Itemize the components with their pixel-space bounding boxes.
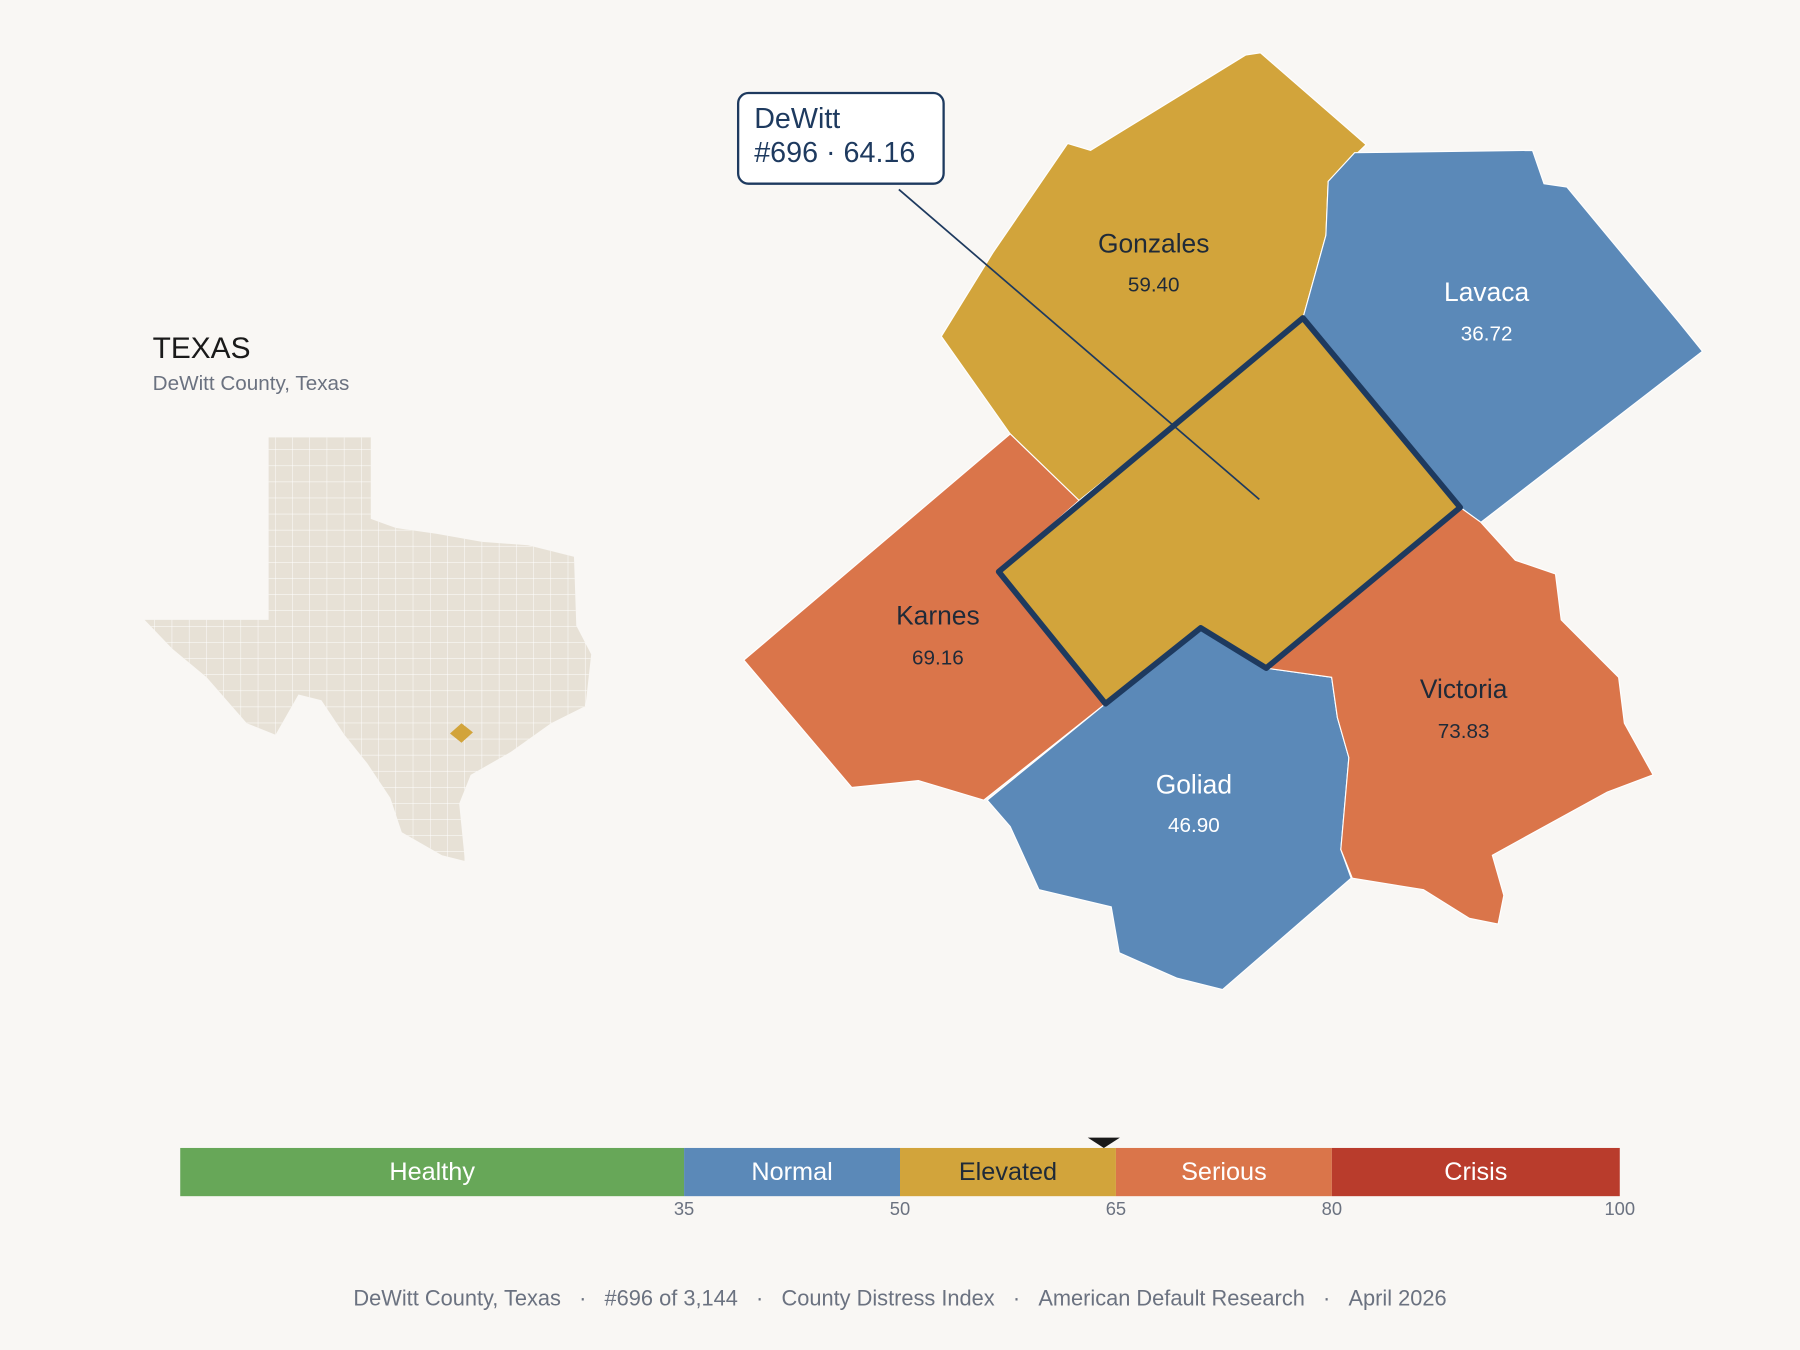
scale-tick-label: 65	[1106, 1198, 1126, 1219]
county-value: 69.16	[912, 646, 964, 669]
scale-band-label: Serious	[1181, 1158, 1267, 1186]
county-labels: Gonzales 59.40 Lavaca 36.72 Karnes 69.16…	[896, 229, 1529, 837]
county-value: 73.83	[1438, 720, 1490, 743]
callout-name: DeWitt	[754, 103, 840, 135]
separator: ·	[561, 1285, 605, 1310]
scale-tick-label: 80	[1322, 1198, 1342, 1219]
county-shape[interactable]	[1302, 149, 1704, 524]
county-map	[743, 52, 1704, 991]
county-shape[interactable]	[1264, 506, 1654, 925]
scale-band	[1115, 1147, 1332, 1197]
scale-band-label: Healthy	[389, 1158, 475, 1186]
county-name: Gonzales	[1098, 229, 1210, 259]
county-value: 46.90	[1168, 814, 1220, 837]
scale-band	[1331, 1147, 1620, 1197]
callout-leader	[898, 188, 1260, 501]
scale-band-label: Normal	[751, 1158, 832, 1186]
callout-box	[736, 91, 945, 185]
distress-scale: Healthy Normal Elevated Serious Crisis 35 50 65…	[180, 1137, 1635, 1219]
scale-band-label: Elevated	[959, 1158, 1057, 1186]
state-title: TEXAS	[153, 332, 251, 365]
callout: DeWitt #696 · 64.16	[736, 91, 1260, 501]
county-grid	[144, 437, 592, 861]
scale-band	[900, 1147, 1116, 1197]
state-subtitle: DeWitt County, Texas	[153, 372, 350, 395]
scale-tick-label: 100	[1604, 1198, 1635, 1219]
scale-band	[684, 1147, 900, 1197]
county-name: Victoria	[1420, 674, 1508, 704]
footer-item: American Default Research	[1038, 1285, 1305, 1310]
separator: ·	[995, 1285, 1039, 1310]
callout-score: 64.16	[844, 136, 916, 168]
scale-tick-label: 35	[674, 1198, 694, 1219]
county-name: Lavaca	[1444, 277, 1529, 307]
county-value: 59.40	[1128, 273, 1180, 296]
footer-item: County Distress Index	[781, 1285, 994, 1310]
scale-band	[180, 1147, 685, 1197]
county-name: Goliad	[1156, 769, 1232, 799]
county-value: 36.72	[1461, 323, 1513, 346]
footer: DeWitt County, Texas · #696 of 3,144 · C…	[353, 1285, 1446, 1310]
footer-item: #696 of 3,144	[605, 1285, 738, 1310]
separator: ·	[738, 1285, 782, 1310]
footer-item: April 2026	[1348, 1285, 1446, 1310]
selected-county[interactable]	[995, 315, 1464, 707]
callout-detail: #696 · 64.16	[754, 136, 915, 168]
county-name: Karnes	[896, 601, 980, 631]
score-marker	[1087, 1137, 1120, 1148]
texas-inset	[144, 437, 592, 861]
footer-item: DeWitt County, Texas	[353, 1285, 561, 1310]
scale-tick-label: 50	[890, 1198, 910, 1219]
selected-county-inset	[450, 723, 473, 743]
separator: ·	[1305, 1285, 1349, 1310]
callout-rank: #696	[754, 136, 818, 168]
scale-band-label: Crisis	[1444, 1158, 1507, 1186]
